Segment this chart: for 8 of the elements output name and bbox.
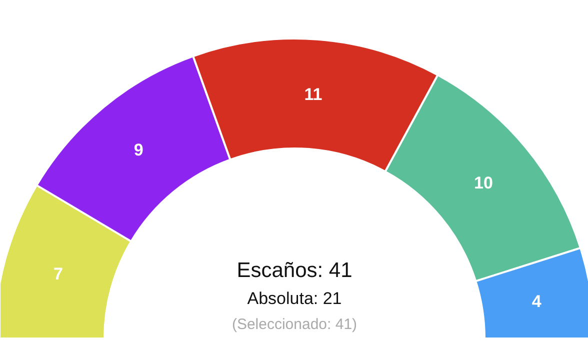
text: Absoluta: 21 [247,289,342,308]
data-label: 7 [54,264,63,284]
data-label: 11 [304,85,322,104]
text: (Seleccionado: 41) [232,316,358,333]
data-label: 10 [474,174,493,193]
data-label: 9 [134,140,144,160]
data-label: 4 [532,292,542,312]
text: Escaños: 41 [236,259,352,282]
